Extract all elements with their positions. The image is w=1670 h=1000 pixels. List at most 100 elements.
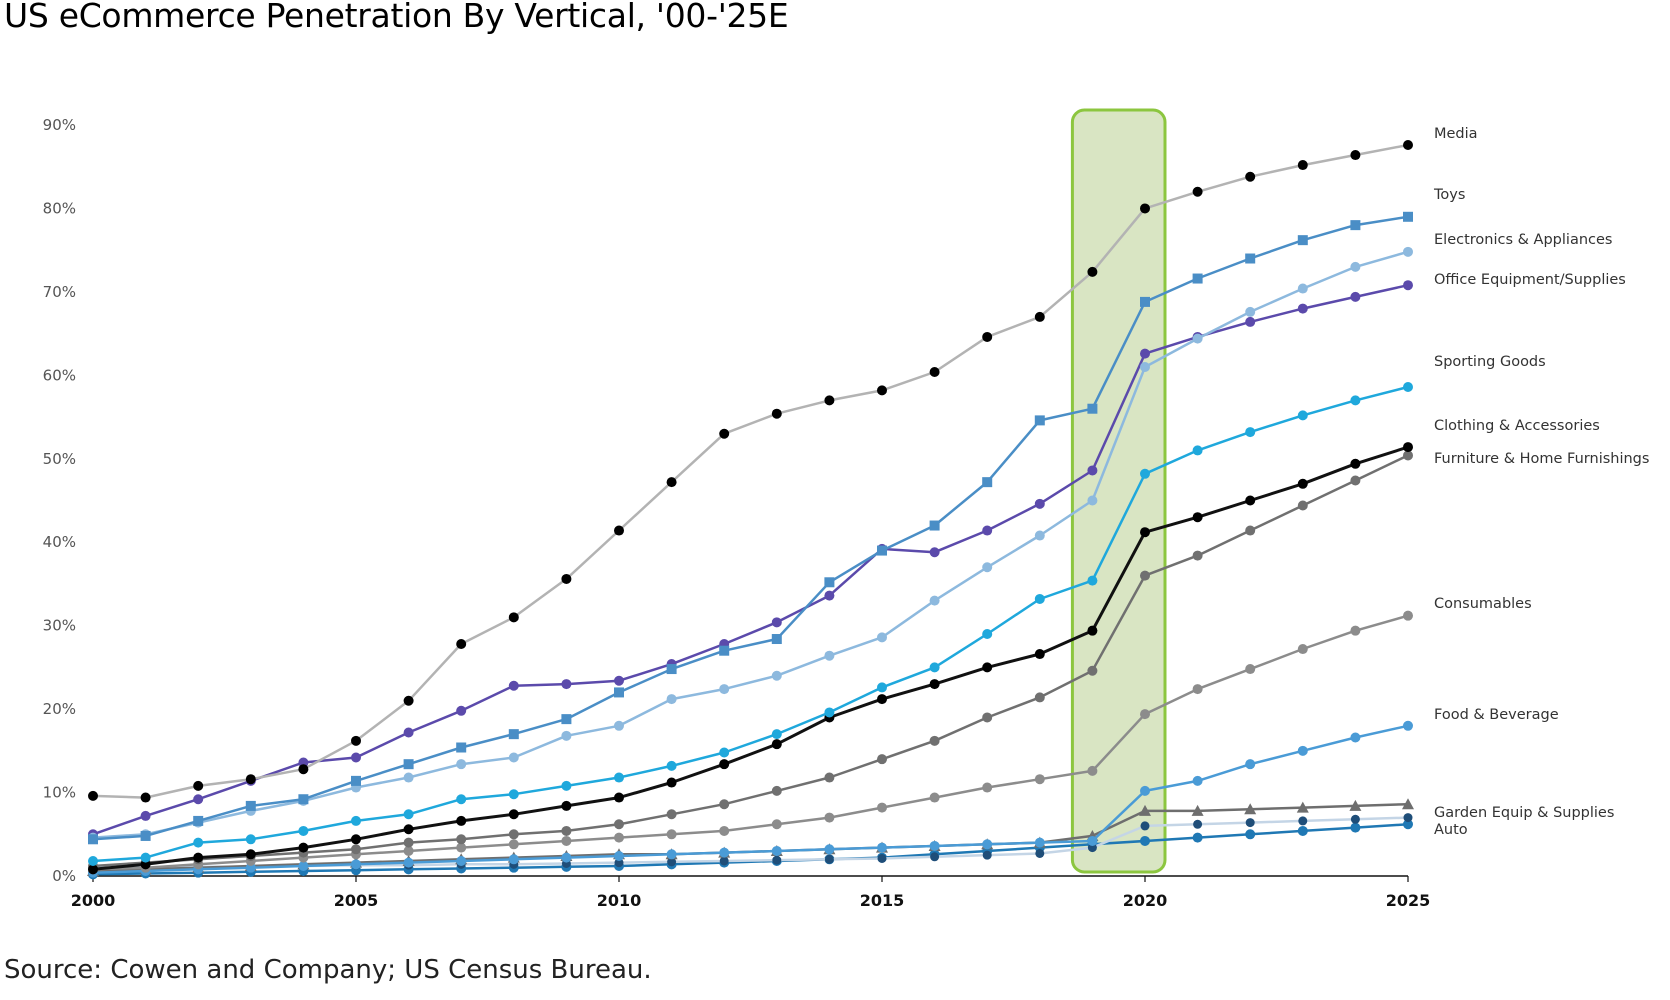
data-point [666,849,677,860]
data-point [561,825,572,836]
data-point [1244,803,1257,815]
data-point [88,834,98,845]
data-point [403,845,414,856]
data-point [982,839,993,850]
data-point [1140,570,1150,581]
data-point [877,545,887,556]
y-tick-label: 30% [43,617,76,635]
data-point [1350,150,1361,161]
data-point [456,842,467,853]
series-group [88,246,1413,843]
data-point [614,772,624,783]
data-point [666,760,677,771]
data-point [193,794,204,805]
data-point [351,844,361,855]
series-label: Clothing & Accessories [1434,418,1600,434]
data-point [719,847,730,858]
data-point [667,857,677,867]
data-point [298,860,309,871]
data-point [1403,382,1413,393]
data-point [1350,261,1361,272]
data-point [1297,478,1308,489]
data-point [666,694,677,705]
data-point [1403,813,1413,823]
axis-layer: 0% 10% 20% 30% 40% 50% 60% 70% 80% 90% 2000 2005 201… [43,116,1431,910]
data-point [1403,211,1413,222]
data-point [1192,186,1203,197]
data-point [824,812,835,823]
data-point [1192,273,1203,284]
data-point [929,520,940,531]
data-point [403,772,414,783]
data-point [1034,837,1045,848]
data-point [771,819,782,830]
data-point [771,845,782,856]
data-point [824,577,835,588]
data-point [456,794,467,805]
series-line [92,250,1409,839]
data-point [351,815,361,826]
series-group [88,442,1413,875]
data-point [719,799,730,810]
series-label: Auto [1434,822,1468,838]
data-point [1403,450,1413,461]
y-tick-label: 20% [43,700,76,718]
data-point [1034,692,1045,703]
data-point [561,679,572,690]
data-point [1403,819,1413,830]
x-tick-label: 2010 [597,891,642,910]
data-point [771,634,782,645]
series-line [93,816,1409,869]
data-point [1140,468,1150,479]
data-point [1297,500,1308,511]
data-point [929,547,940,558]
data-point [298,842,309,853]
data-point [929,662,940,673]
data-point [824,650,835,661]
data-point [982,331,993,342]
data-point [1034,593,1045,604]
chart-title: US eCommerce Penetration By Vertical, '0… [4,0,789,35]
series-line [92,614,1409,871]
data-point [561,780,572,791]
data-point [982,525,993,536]
data-point [1350,814,1360,824]
highlight-band-layer [1070,108,1167,874]
series-layer [87,140,1414,880]
data-point [403,809,414,820]
data-point [245,834,256,845]
series-label: Sporting Goods [1434,354,1546,370]
data-point [719,428,730,439]
series-label: Furniture & Home Furnishings [1434,451,1649,467]
data-point [1140,821,1150,831]
data-point [403,837,414,848]
data-point [456,705,467,716]
data-point [719,856,729,866]
data-point [930,852,940,862]
data-point [508,829,519,840]
series-line [92,445,1409,871]
data-point [666,664,677,675]
data-point [614,792,624,803]
data-point [456,742,467,753]
y-tick-label: 50% [43,450,76,468]
data-point [1192,512,1203,523]
data-point [877,682,887,693]
series-group [88,382,1413,866]
data-point [719,747,730,758]
data-point [1087,403,1098,414]
data-point [824,854,834,864]
data-point [771,670,782,681]
series-label: Toys [1433,187,1465,203]
data-point [1087,625,1098,636]
y-tick-label: 0% [52,867,76,885]
series-group [88,211,1413,845]
data-point [719,759,730,770]
series-line [92,143,1409,799]
data-point [508,789,519,800]
data-point [1193,819,1203,829]
data-point [614,850,624,861]
data-point [1350,732,1361,743]
data-point [614,832,624,843]
